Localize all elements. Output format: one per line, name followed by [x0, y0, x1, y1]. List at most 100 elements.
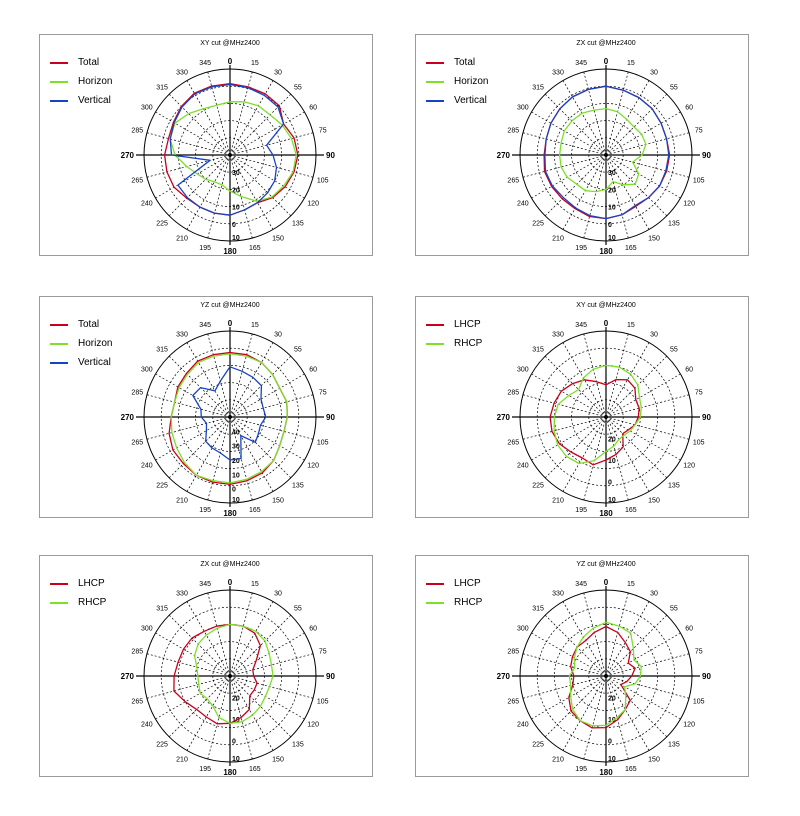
polar-chart-zx-cut-polarization: ZX cut @MHz2400 0 15 30 55 60 75 90 105 120 135 150… [415, 34, 749, 256]
angle-tick-label: 195 [575, 766, 587, 773]
angle-tick-label: 150 [648, 757, 660, 764]
angle-tick-label: 135 [668, 482, 680, 489]
angle-tick-label: 60 [309, 105, 317, 112]
grid-spoke [605, 154, 690, 178]
angle-tick-label: 315 [532, 85, 544, 92]
legend-item: Horizon [426, 72, 488, 91]
chart-title: ZX cut @MHz2400 [200, 561, 259, 568]
angle-tick-label: 0 [228, 319, 233, 328]
legend: LHCP RHCP [426, 574, 482, 612]
grid-spoke [605, 416, 690, 440]
grid-spoke [562, 675, 607, 751]
angle-tick-label: 55 [294, 347, 302, 354]
angle-tick-label: 150 [648, 498, 660, 505]
angle-tick-label: 315 [156, 85, 168, 92]
series-line-rhcp [568, 621, 642, 727]
angle-tick-label: 330 [552, 590, 564, 597]
angle-tick-label: 225 [156, 220, 168, 227]
angle-tick-label: 345 [199, 60, 211, 67]
angle-tick-label: 90 [326, 151, 335, 160]
angle-tick-label: 75 [319, 128, 327, 135]
grid-spoke [229, 373, 305, 418]
radial-tick-label: 10 [608, 235, 616, 242]
grid-spoke [531, 416, 607, 461]
grid-spoke [605, 111, 681, 156]
legend: Total Horizon Vertical [50, 315, 112, 372]
angle-tick-label: 300 [141, 367, 153, 374]
angle-tick-label: 0 [228, 57, 233, 66]
angle-tick-label: 15 [627, 322, 635, 329]
angle-tick-label: 195 [199, 766, 211, 773]
legend-swatch [426, 323, 444, 326]
angle-tick-label: 150 [648, 236, 660, 243]
legend-swatch [50, 361, 68, 364]
angle-tick-label: 195 [199, 507, 211, 514]
angle-tick-label: 240 [141, 463, 153, 470]
polar-chart-yz-cut-circular: YZ cut @MHz2400 0 15 30 55 60 75 90 105 120 135 150… [415, 555, 749, 777]
angle-tick-label: 135 [292, 220, 304, 227]
series-line-lhcp [568, 625, 636, 729]
angle-tick-label: 105 [693, 177, 705, 184]
legend-item: Vertical [50, 91, 112, 110]
grid-spoke [229, 394, 314, 418]
angle-tick-label: 90 [702, 151, 711, 160]
chart-title: XY cut @MHz2400 [576, 302, 636, 309]
grid-spoke [583, 416, 607, 501]
legend-swatch [426, 80, 444, 83]
legend-item: RHCP [50, 593, 106, 612]
polar-chart-yz-cut-polarization: YZ cut @MHz2400 0 15 30 55 60 75 90 105 120 135 150… [39, 296, 373, 518]
grid-spoke [168, 675, 231, 738]
legend-label: Horizon [78, 338, 113, 349]
grid-spoke [562, 416, 607, 492]
angle-tick-label: 15 [251, 322, 259, 329]
polar-plot: XY cut @MHz2400 0 15 30 55 60 75 90 105 120 135 150… [497, 302, 712, 518]
radial-tick-label: 20 [608, 437, 616, 444]
angle-tick-label: 240 [141, 722, 153, 729]
legend-item: LHCP [426, 574, 482, 593]
grid-spoke [605, 416, 668, 479]
chart-title: XY cut @MHz2400 [200, 40, 260, 47]
radial-tick-label: 30 [232, 444, 240, 451]
angle-tick-label: 165 [625, 507, 637, 514]
grid-spoke [605, 132, 690, 156]
grid-spoke [544, 614, 607, 677]
grid-spoke [583, 154, 607, 239]
grid-spoke [605, 675, 650, 751]
angle-tick-label: 345 [575, 581, 587, 588]
grid-spoke [207, 154, 231, 239]
angle-tick-label: 75 [695, 128, 703, 135]
radial-tick-label: 0 [232, 487, 236, 494]
grid-spoke [605, 333, 629, 418]
angle-tick-label: 285 [507, 128, 519, 135]
legend-label: Total [78, 57, 100, 68]
grid-spoke [229, 675, 274, 751]
angle-tick-label: 180 [599, 247, 613, 256]
angle-tick-label: 265 [507, 698, 519, 705]
grid-spoke [562, 601, 607, 677]
grid-spoke [522, 416, 607, 440]
angle-tick-label: 30 [274, 69, 282, 76]
polar-plot: YZ cut @MHz2400 0 15 30 55 60 75 90 105 120 135 150… [497, 561, 712, 777]
grid-spoke [522, 154, 607, 178]
angle-tick-label: 165 [249, 507, 261, 514]
grid-spoke [168, 416, 231, 479]
grid-spoke [522, 394, 607, 418]
angle-tick-label: 270 [121, 672, 135, 681]
grid-spoke [155, 416, 231, 461]
polar-chart-zx-cut-circular: ZX cut @MHz2400 0 15 30 55 60 75 90 105 120 135 150… [39, 555, 373, 777]
grid-spoke [155, 632, 231, 677]
legend-label: RHCP [454, 597, 483, 608]
legend-item: Horizon [50, 334, 112, 353]
grid-spoke [155, 675, 231, 720]
angle-tick-label: 285 [507, 390, 519, 397]
angle-tick-label: 15 [627, 60, 635, 67]
radial-tick-label: 0 [608, 480, 612, 487]
radial-tick-label: 10 [232, 472, 240, 479]
angle-tick-label: 225 [532, 220, 544, 227]
legend-swatch [426, 99, 444, 102]
grid-spoke [146, 416, 231, 440]
angle-tick-label: 300 [517, 626, 529, 633]
chart-title: ZX cut @MHz2400 [576, 40, 635, 47]
grid-spoke [522, 132, 607, 156]
angle-tick-label: 55 [670, 85, 678, 92]
